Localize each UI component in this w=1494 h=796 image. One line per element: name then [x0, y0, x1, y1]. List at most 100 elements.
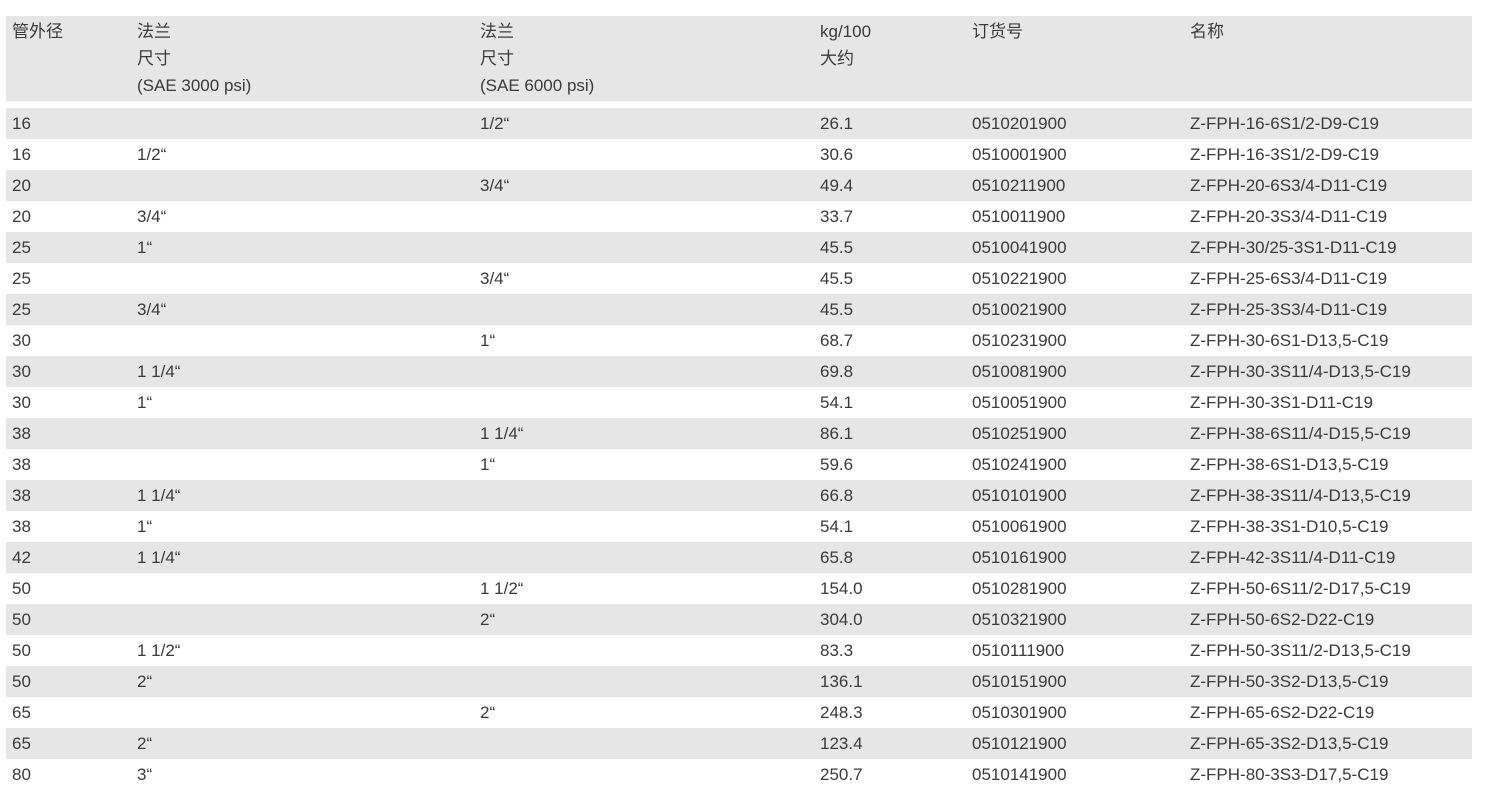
- cell-name: Z-FPH-25-6S3/4-D11-C19: [1190, 269, 1388, 288]
- cell-order-number: 0510221900: [972, 269, 1067, 288]
- cell-weight: 49.4: [820, 176, 854, 195]
- cell-name: Z-FPH-65-6S2-D22-C19: [1190, 703, 1375, 722]
- cell-tube-od: 50: [12, 641, 31, 660]
- cell-name: Z-FPH-50-3S11/2-D13,5-C19: [1190, 641, 1411, 660]
- table-row: 38 1 1/4“ 86.1 0510251900 Z-FPH-38-6S11/4-D1…: [6, 418, 1472, 449]
- header-name: 名称: [1190, 22, 1224, 41]
- cell-order-number: 0510061900: [972, 517, 1067, 536]
- cell-flange-3000: 3/4“: [137, 300, 167, 319]
- cell-order-number: 0510251900: [972, 424, 1067, 443]
- cell-flange-3000: 3“: [137, 765, 153, 784]
- cell-tube-od: 38: [12, 517, 31, 536]
- cell-name: Z-FPH-50-6S2-D22-C19: [1190, 610, 1375, 629]
- cell-order-number: 0510081900: [972, 362, 1067, 381]
- cell-tube-od: 65: [12, 703, 31, 722]
- cell-name: Z-FPH-20-3S3/4-D11-C19: [1190, 207, 1388, 226]
- cell-tube-od: 38: [12, 486, 31, 505]
- cell-flange-6000: 1“: [480, 331, 496, 350]
- cell-tube-od: 50: [12, 672, 31, 691]
- cell-order-number: 0510011900: [972, 207, 1066, 226]
- cell-flange-3000: 1 1/4“: [137, 548, 181, 567]
- cell-weight: 33.7: [820, 207, 854, 226]
- cell-flange-3000: 1 1/4“: [137, 362, 181, 381]
- cell-order-number: 0510141900: [972, 765, 1067, 784]
- cell-name: Z-FPH-25-3S3/4-D11-C19: [1190, 300, 1388, 319]
- cell-order-number: 0510051900: [972, 393, 1067, 412]
- cell-flange-6000: 3/4“: [480, 269, 510, 288]
- cell-order-number: 0510201900: [972, 114, 1067, 133]
- cell-weight: 59.6: [820, 455, 854, 474]
- cell-tube-od: 38: [12, 455, 31, 474]
- cell-tube-od: 30: [12, 362, 31, 381]
- table-row: 16 1/2“ 26.1 0510201900 Z-FPH-16-6S1/2-D9-C1…: [6, 108, 1472, 139]
- cell-order-number: 0510211900: [972, 176, 1066, 195]
- cell-flange-3000: 2“: [137, 734, 153, 753]
- table-row: 38 1 1/4“ 66.8 0510101900 Z-FPH-38-3S11/4-D1…: [6, 480, 1472, 511]
- cell-order-number: 0510231900: [972, 331, 1067, 350]
- cell-tube-od: 16: [12, 114, 31, 133]
- cell-flange-3000: 1 1/2“: [137, 641, 181, 660]
- cell-weight: 45.5: [820, 269, 854, 288]
- cell-flange-3000: 1“: [137, 517, 153, 536]
- table-row: 25 3/4“ 45.5 0510021900 Z-FPH-25-3S3/4-D11-C…: [6, 294, 1472, 325]
- cell-name: Z-FPH-38-6S11/4-D15,5-C19: [1190, 424, 1411, 443]
- header-flange-3000: 法兰 尺寸 (SAE 3000 psi): [137, 22, 252, 95]
- cell-name: Z-FPH-38-3S11/4-D13,5-C19: [1190, 486, 1411, 505]
- table-row: 38 1“ 54.1 0510061900 Z-FPH-38-3S1-D10,5-C19: [6, 511, 1472, 542]
- cell-weight: 123.4: [820, 734, 863, 753]
- cell-name: Z-FPH-30-3S11/4-D13,5-C19: [1190, 362, 1411, 381]
- cell-name: Z-FPH-20-6S3/4-D11-C19: [1190, 176, 1388, 195]
- cell-tube-od: 16: [12, 145, 31, 164]
- table-row: 20 3/4“ 49.4 0510211900 Z-FPH-20-6S3/4-D11-C…: [6, 170, 1472, 201]
- cell-weight: 69.8: [820, 362, 854, 381]
- cell-tube-od: 50: [12, 610, 31, 629]
- cell-weight: 304.0: [820, 610, 863, 629]
- cell-order-number: 0510281900: [972, 579, 1067, 598]
- cell-weight: 83.3: [820, 641, 854, 660]
- cell-name: Z-FPH-38-6S1-D13,5-C19: [1190, 455, 1389, 474]
- cell-order-number: 0510321900: [972, 610, 1067, 629]
- cell-flange-6000: 2“: [480, 610, 496, 629]
- cell-name: Z-FPH-38-3S1-D10,5-C19: [1190, 517, 1389, 536]
- table-row: 50 2“ 136.1 0510151900 Z-FPH-50-3S2-D13,5-C1…: [6, 666, 1472, 697]
- cell-tube-od: 30: [12, 393, 31, 412]
- cell-order-number: 0510041900: [972, 238, 1067, 257]
- cell-tube-od: 50: [12, 579, 31, 598]
- table-row: 65 2“ 123.4 0510121900 Z-FPH-65-3S2-D13,5-C1…: [6, 728, 1472, 759]
- cell-name: Z-FPH-50-3S2-D13,5-C19: [1190, 672, 1389, 691]
- cell-name: Z-FPH-80-3S3-D17,5-C19: [1190, 765, 1389, 784]
- cell-name: Z-FPH-30-6S1-D13,5-C19: [1190, 331, 1389, 350]
- cell-name: Z-FPH-30/25-3S1-D11-C19: [1190, 238, 1397, 257]
- table-row: 30 1“ 68.7 0510231900 Z-FPH-30-6S1-D13,5-C19: [6, 325, 1472, 356]
- cell-order-number: 0510241900: [972, 455, 1067, 474]
- cell-tube-od: 65: [12, 734, 31, 753]
- cell-name: Z-FPH-50-6S11/2-D17,5-C19: [1190, 579, 1411, 598]
- table-body: 16 1/2“ 26.1 0510201900 Z-FPH-16-6S1/2-D9-C1…: [6, 108, 1472, 790]
- cell-tube-od: 20: [12, 176, 31, 195]
- header-flange-6000: 法兰 尺寸 (SAE 6000 psi): [480, 22, 595, 95]
- table-header: 管外径 法兰 尺寸 (SAE 3000 psi) 法兰 尺寸 (SAE 6000…: [6, 16, 1472, 101]
- table-row: 20 3/4“ 33.7 0510011900 Z-FPH-20-3S3/4-D11-C…: [6, 201, 1472, 232]
- cell-name: Z-FPH-16-6S1/2-D9-C19: [1190, 114, 1379, 133]
- table-row: 16 1/2“ 30.6 0510001900 Z-FPH-16-3S1/2-D9-C1…: [6, 139, 1472, 170]
- table-row: 30 1“ 54.1 0510051900 Z-FPH-30-3S1-D11-C19: [6, 387, 1472, 418]
- cell-flange-3000: 1/2“: [137, 145, 167, 164]
- cell-order-number: 0510151900: [972, 672, 1067, 691]
- table-row: 65 2“ 248.3 0510301900 Z-FPH-65-6S2-D22-C19: [6, 697, 1472, 728]
- cell-tube-od: 30: [12, 331, 31, 350]
- header-order-number: 订货号: [972, 22, 1023, 41]
- cell-order-number: 0510121900: [972, 734, 1067, 753]
- cell-flange-3000: 1“: [137, 238, 153, 257]
- table-row: 38 1“ 59.6 0510241900 Z-FPH-38-6S1-D13,5-C19: [6, 449, 1472, 480]
- cell-weight: 45.5: [820, 300, 854, 319]
- cell-weight: 250.7: [820, 765, 863, 784]
- cell-flange-6000: 2“: [480, 703, 496, 722]
- table-row: 50 1 1/2“ 154.0 0510281900 Z-FPH-50-6S11/2-D…: [6, 573, 1472, 604]
- cell-name: Z-FPH-65-3S2-D13,5-C19: [1190, 734, 1389, 753]
- cell-weight: 45.5: [820, 238, 854, 257]
- cell-flange-6000: 1 1/2“: [480, 579, 524, 598]
- cell-order-number: 0510001900: [972, 145, 1067, 164]
- table-row: 42 1 1/4“ 65.8 0510161900 Z-FPH-42-3S11/4-D1…: [6, 542, 1472, 573]
- cell-weight: 30.6: [820, 145, 854, 164]
- header-tube-od: 管外径: [12, 22, 63, 41]
